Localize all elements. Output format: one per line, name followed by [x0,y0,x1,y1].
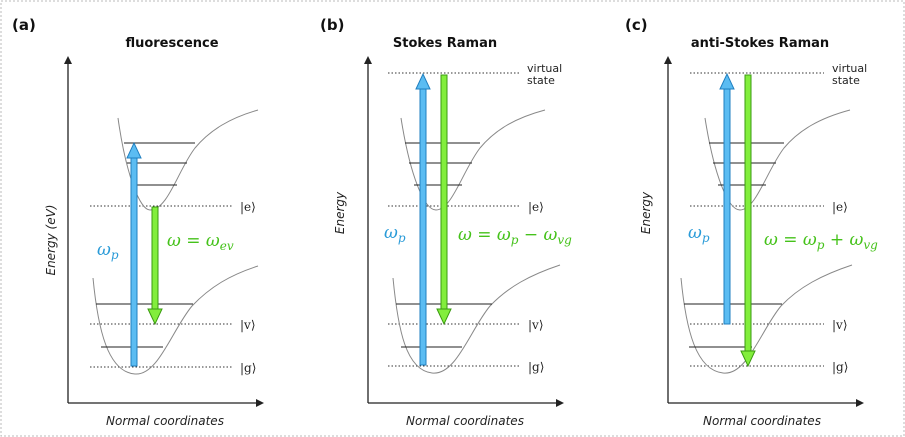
panel-a-state-v: |v⟩ [240,318,256,332]
panel-b-y-axis-label: Energy [333,191,347,234]
panel-c-x-axis-label: Normal coordinates [703,414,821,428]
panel-b-emission-arrow-shaft [440,74,448,311]
panel-c-pump-arrow-head [719,72,735,90]
panel-c-pump-label: ωp [688,223,710,245]
panel-b-emission-label: ω = ωp − ωvg [458,225,572,247]
panel-a-pump-arrow-head [126,141,142,159]
panel-b-pump-arrow-shaft [419,87,427,366]
panel-c-ground-vib-levels [684,303,782,348]
panel-c-y-axis-label: Energy [639,191,653,234]
panel-b-virtual-label-1: virtual [527,62,562,75]
panel-b-emission-arrow-head [436,308,452,326]
panel-b-pump-arrow-head [415,72,431,90]
panel-c-virtual-label-1: virtual [832,62,867,75]
panel-b-ground-potential [392,264,561,374]
panel-a-x-axis-label: Normal coordinates [106,414,224,428]
panel-c-virtual-label-2: state [832,74,860,87]
panel-c-emission-arrow-head [740,350,756,368]
panel-b: (b) Stokes Raman Energy Normal coordinat… [320,16,572,428]
panel-a-emission-arrow-shaft [151,206,159,311]
panel-b-x-axis-label: Normal coordinates [406,414,524,428]
panel-b-letter: (b) [320,16,344,34]
panel-c-state-e: |e⟩ [832,200,848,214]
panel-a-ground-potential [92,265,259,375]
panel-b-state-e: |e⟩ [528,200,544,214]
panel-a-state-g: |g⟩ [240,361,256,375]
panel-a-state-e: |e⟩ [240,200,256,214]
panel-c-ground-potential [680,264,853,374]
panel-c-letter: (c) [625,16,648,34]
panel-a-letter: (a) [12,16,36,34]
panel-c-emission-label: ω = ωp + ωvg [764,230,878,252]
panel-b-state-g: |g⟩ [528,360,544,374]
panel-b-virtual-label-2: state [527,74,555,87]
panel-a-emission-arrow-head [147,308,163,326]
panel-a-pump-arrow-shaft [130,156,138,367]
panel-a-excited-potential [117,109,259,211]
panel-c-state-g: |g⟩ [832,360,848,374]
panel-c-pump-arrow-shaft [723,87,731,325]
panel-a-title: fluorescence [125,36,218,51]
panel-a-pump-label: ωp [97,240,119,262]
panel-c-state-v: |v⟩ [832,318,848,332]
panel-c: (c) anti-Stokes Raman Energy Normal coor… [625,16,878,428]
panel-b-excited-potential [400,109,546,211]
panel-a-emission-label: ω = ωev [167,231,234,253]
panel-c-title: anti-Stokes Raman [691,36,829,51]
panel-b-state-v: |v⟩ [528,318,544,332]
panel-a-y-axis-label: Energy (eV) [44,205,58,276]
panel-a: (a) fluorescence Energy (eV) Normal coor… [12,16,264,428]
panel-b-pump-label: ωp [384,223,406,245]
panel-b-title: Stokes Raman [393,36,497,51]
panel-c-emission-arrow-shaft [744,74,752,353]
panel-c-excited-potential [704,109,851,211]
